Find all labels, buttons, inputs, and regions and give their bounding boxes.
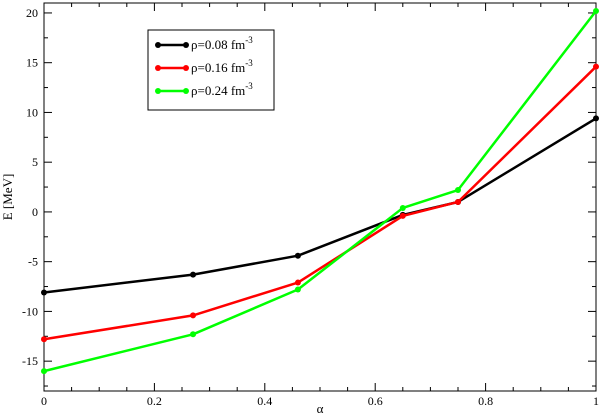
- data-point: [41, 336, 47, 343]
- data-point: [399, 204, 406, 211]
- plot-area-border: [43, 2, 597, 392]
- axis-ticks: 0 0.2 0.4 0.6 0.8 1 -15 -10 -5 0 5 10 15 20: [22, 3, 599, 408]
- data-point: [294, 252, 301, 259]
- legend-label: ρ=0.16 fm-3: [191, 58, 253, 75]
- legend-marker: [155, 65, 161, 71]
- x-tick-label: 0.8: [478, 394, 493, 408]
- data-point: [399, 212, 406, 219]
- legend: ρ=0.08 fm-3 ρ=0.16 fm-3 ρ=0.24 fm-3: [147, 29, 275, 111]
- legend-label: ρ=0.24 fm-3: [191, 81, 253, 98]
- legend-marker: [183, 42, 189, 48]
- series-2: [41, 63, 599, 343]
- data-point: [593, 63, 599, 70]
- y-tick-label: -10: [22, 304, 38, 318]
- x-tick-label: 0.2: [147, 394, 162, 408]
- data-point: [190, 312, 197, 319]
- x-tick-label: 1: [593, 394, 599, 408]
- legend-box: [147, 29, 275, 111]
- data-point: [294, 286, 301, 293]
- y-tick-label: 10: [26, 105, 38, 119]
- x-tick-label: 0.4: [257, 394, 272, 408]
- legend-label: ρ=0.08 fm-3: [191, 35, 253, 52]
- x-tick-label: 0: [41, 394, 47, 408]
- data-point: [593, 115, 599, 122]
- data-point: [455, 187, 461, 194]
- series-line: [43, 65, 597, 341]
- data-point: [294, 279, 301, 286]
- y-tick-label: 15: [26, 56, 38, 70]
- legend-marker: [183, 65, 189, 71]
- x-tick-label: 0.6: [368, 394, 383, 408]
- y-tick-label: 20: [26, 6, 38, 20]
- data-point: [455, 198, 461, 205]
- series-line: [43, 10, 597, 373]
- data-point: [593, 7, 599, 14]
- legend-entry: ρ=0.16 fm-3: [155, 58, 253, 75]
- plot-frame: [43, 2, 597, 392]
- legend-marker: [155, 88, 161, 94]
- y-axis-label: E [MeV]: [0, 174, 15, 221]
- data-point: [41, 368, 47, 375]
- data-point: [190, 271, 197, 278]
- legend-entry: ρ=0.08 fm-3: [155, 35, 253, 52]
- series-3: [41, 7, 599, 375]
- y-tick-label: 5: [32, 155, 38, 169]
- series-layer: [41, 7, 599, 375]
- series-line: [43, 117, 597, 294]
- data-point: [190, 331, 197, 338]
- y-tick-label: -5: [28, 255, 38, 269]
- data-point: [41, 289, 47, 296]
- x-axis-label: α: [317, 401, 324, 416]
- legend-marker: [183, 88, 189, 94]
- y-tick-label: 0: [32, 205, 38, 219]
- legend-marker: [155, 42, 161, 48]
- legend-entry: ρ=0.24 fm-3: [155, 81, 253, 98]
- y-tick-label: -15: [22, 354, 38, 368]
